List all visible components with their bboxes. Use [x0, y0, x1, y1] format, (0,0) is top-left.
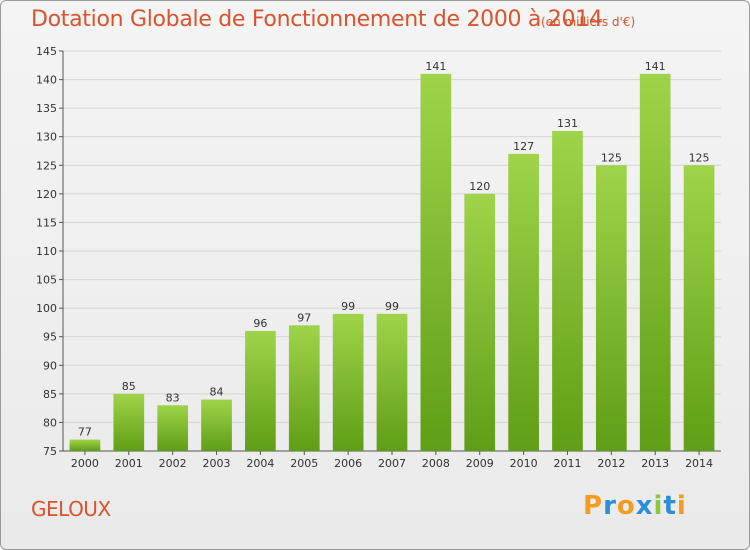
value-label-2009: 120 [469, 180, 490, 193]
x-tick-label-2007: 2007 [378, 457, 406, 470]
value-label-2002: 83 [166, 391, 180, 404]
y-tick-label: 90 [43, 359, 57, 372]
x-tick-label-2009: 2009 [466, 457, 494, 470]
x-tick-label-2003: 2003 [203, 457, 231, 470]
bar-2013 [639, 73, 671, 451]
x-tick-label-2000: 2000 [71, 457, 99, 470]
bar-2007 [376, 313, 408, 451]
value-label-2008: 141 [425, 60, 446, 73]
value-label-2012: 125 [601, 151, 622, 164]
logo-letter: P [583, 491, 604, 521]
value-label-2000: 77 [78, 426, 92, 439]
bar-2003 [201, 399, 232, 451]
value-label-2001: 85 [122, 380, 136, 393]
chart-title: Dotation Globale de Fonctionnement de 20… [31, 7, 603, 32]
y-tick-label: 75 [43, 445, 57, 458]
commune-name: GELOUX [31, 497, 111, 521]
bar-2006 [332, 313, 364, 451]
x-tick-label-2011: 2011 [553, 457, 581, 470]
bar-2000 [69, 439, 101, 451]
bar-2012 [595, 165, 627, 452]
y-tick-label: 130 [36, 131, 57, 144]
y-tick-labels: 75 80 85 90 95 100 105 110 115 120 125 130 135 140 145 [36, 45, 57, 458]
value-label-2007: 99 [385, 300, 399, 313]
x-tick-label-2012: 2012 [597, 457, 625, 470]
y-tick-label: 85 [43, 388, 57, 401]
value-label-2006: 99 [341, 300, 355, 313]
bar-2008 [420, 73, 452, 451]
value-label-2004: 96 [253, 317, 267, 330]
y-tick-label: 140 [36, 74, 57, 87]
value-label-2010: 127 [513, 140, 534, 153]
x-tick-label-2001: 2001 [115, 457, 143, 470]
logo-letter: i [676, 491, 687, 521]
y-tick-label: 145 [36, 45, 57, 58]
x-tick-label-2014: 2014 [685, 457, 713, 470]
chart-subtitle: (en milliers d'€) [541, 15, 636, 29]
logo-letter: x [635, 491, 654, 521]
bar-2004 [245, 331, 276, 451]
bar-2001 [113, 393, 145, 451]
y-tick-label: 125 [36, 159, 57, 172]
value-label-2003: 84 [210, 386, 224, 399]
value-labels: 77 85 83 84 96 97 99 99 141 120 127 131 125 141 125 [78, 60, 710, 439]
y-tick-label: 110 [36, 245, 57, 258]
bar-2002 [157, 405, 189, 451]
y-tick-label: 80 [43, 416, 57, 429]
y-tick-label: 135 [36, 102, 57, 115]
x-tick-label-2008: 2008 [422, 457, 450, 470]
value-label-2014: 125 [689, 151, 710, 164]
bars [69, 73, 715, 452]
x-tick-label-2013: 2013 [641, 457, 669, 470]
bar-2010 [508, 153, 539, 451]
x-tick-labels: 2000 2001 2002 2003 2004 2005 2006 2007 2008 2009… [71, 457, 713, 470]
x-tick-label-2002: 2002 [159, 457, 187, 470]
y-tick-label: 105 [36, 274, 57, 287]
x-tick-label-2010: 2010 [510, 457, 538, 470]
bar-2011 [552, 131, 583, 451]
y-tick-label: 95 [43, 331, 57, 344]
proxiti-logo: Proxiti [583, 491, 687, 521]
logo-letter: r [603, 491, 617, 521]
value-label-2013: 141 [645, 60, 666, 73]
x-tick-label-2006: 2006 [334, 457, 362, 470]
x-tick-label-2004: 2004 [246, 457, 274, 470]
logo-letter: o [616, 491, 636, 521]
logo-letter: t [663, 491, 677, 521]
bar-2009 [464, 193, 496, 451]
y-tick-label: 115 [36, 216, 57, 229]
bar-2014 [683, 165, 715, 452]
y-tick-label: 100 [36, 302, 57, 315]
value-label-2011: 131 [557, 117, 578, 130]
value-label-2005: 97 [297, 311, 311, 324]
logo-letter: i [653, 491, 664, 521]
x-tick-label-2005: 2005 [290, 457, 318, 470]
y-tick-label: 120 [36, 188, 57, 201]
bar-2005 [288, 325, 320, 451]
